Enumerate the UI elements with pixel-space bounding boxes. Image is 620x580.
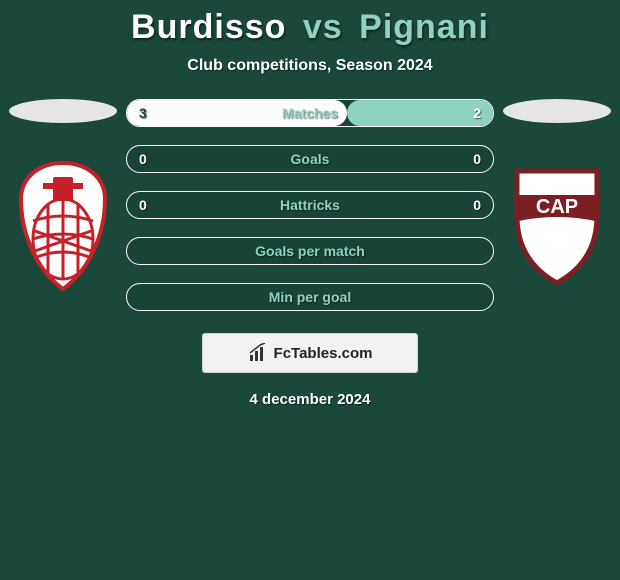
left-column	[0, 99, 120, 291]
stat-overlay: 0Goals0	[127, 146, 493, 172]
stat-label: Matches	[127, 105, 493, 121]
stat-row-3: Goals per match	[126, 237, 494, 265]
avatar-shadow-left	[9, 99, 117, 123]
stat-overlay: Goals per match	[127, 238, 493, 264]
stat-row-1: 0Goals0	[126, 145, 494, 173]
player1-name: Burdisso	[131, 8, 286, 46]
versus-label: vs	[303, 8, 343, 46]
svg-text:CAP: CAP	[536, 196, 578, 218]
stat-label: Min per goal	[127, 289, 493, 305]
branding-badge[interactable]: FcTables.com	[202, 333, 418, 373]
comparison-card: Burdisso vs Pignani Club competitions, S…	[0, 0, 620, 580]
chart-icon	[248, 343, 268, 363]
stats-column: 3Matches2 0Goals0 0Hattricks0 Goals per mat…	[120, 99, 500, 311]
avatar-shadow-right	[503, 99, 611, 123]
date-line: 4 december 2024	[0, 391, 620, 408]
stat-overlay: 3Matches2	[127, 100, 493, 126]
stat-row-2: 0Hattricks0	[126, 191, 494, 219]
club-crest-left	[13, 161, 113, 291]
stat-label: Goals	[127, 151, 493, 167]
branding-text: FcTables.com	[274, 345, 373, 362]
stat-overlay: Min per goal	[127, 284, 493, 310]
subtitle: Club competitions, Season 2024	[0, 57, 620, 75]
page-title: Burdisso vs Pignani	[0, 0, 620, 47]
right-column: CAP	[500, 99, 620, 291]
stat-row-4: Min per goal	[126, 283, 494, 311]
player2-name: Pignani	[359, 8, 489, 46]
club-crest-right: CAP	[507, 161, 607, 291]
stat-label: Goals per match	[127, 243, 493, 259]
content-row: 3Matches2 0Goals0 0Hattricks0 Goals per mat…	[0, 99, 620, 311]
stat-row-0: 3Matches2	[126, 99, 494, 127]
stat-label: Hattricks	[127, 197, 493, 213]
stat-overlay: 0Hattricks0	[127, 192, 493, 218]
